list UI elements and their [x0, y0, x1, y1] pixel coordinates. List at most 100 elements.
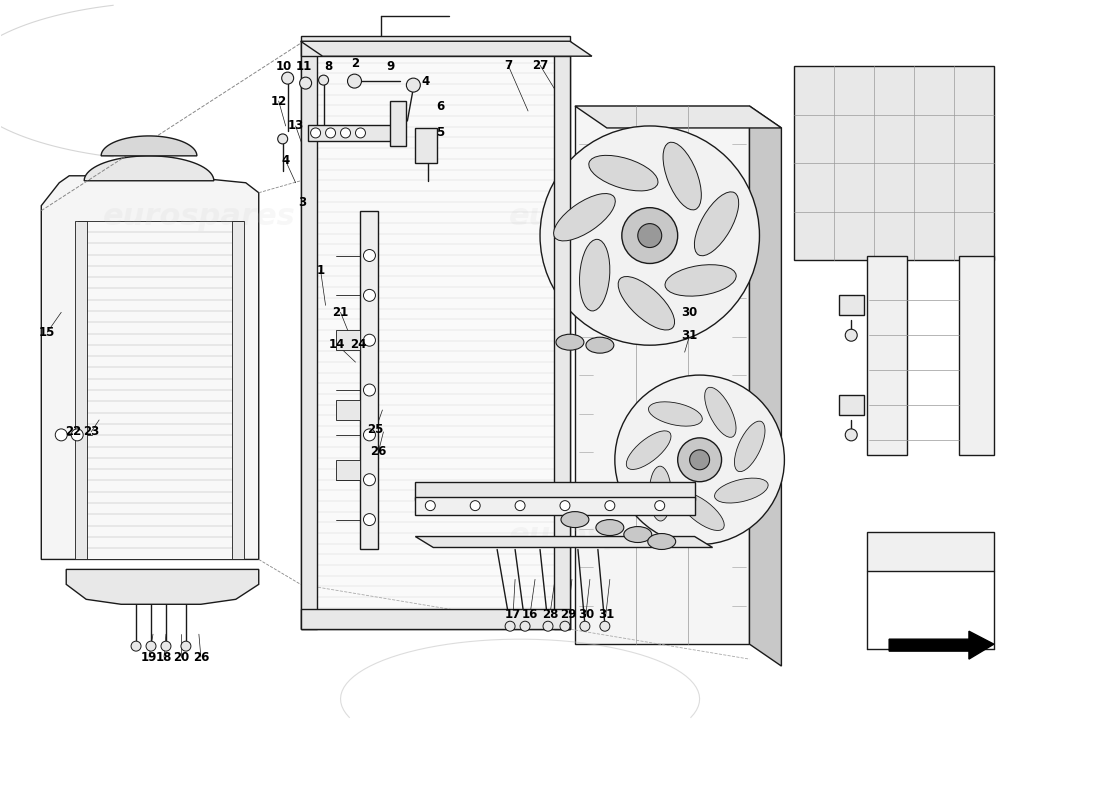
Text: 11: 11 [296, 60, 311, 73]
Circle shape [845, 429, 857, 441]
Text: 12: 12 [271, 94, 287, 107]
Text: 4: 4 [282, 154, 289, 167]
Circle shape [341, 128, 351, 138]
Circle shape [520, 622, 530, 631]
Ellipse shape [715, 478, 768, 503]
Bar [839, 395, 865, 415]
Bar [232, 221, 244, 559]
Polygon shape [85, 156, 213, 181]
Bar [794, 66, 994, 261]
Text: 30: 30 [578, 608, 594, 621]
Text: 24: 24 [350, 338, 366, 350]
Bar [416, 482, 694, 500]
Circle shape [363, 384, 375, 396]
Bar [336, 460, 361, 480]
Bar [75, 221, 87, 559]
Circle shape [326, 128, 336, 138]
Polygon shape [575, 106, 749, 644]
Text: 19: 19 [141, 650, 157, 664]
Circle shape [161, 641, 170, 651]
Circle shape [406, 78, 420, 92]
Circle shape [363, 250, 375, 262]
Polygon shape [300, 42, 570, 630]
Text: 22: 22 [65, 426, 81, 438]
Text: 10: 10 [275, 60, 292, 73]
Text: 1: 1 [317, 264, 324, 277]
Text: 26: 26 [192, 650, 209, 664]
Ellipse shape [588, 155, 658, 191]
Text: 23: 23 [82, 426, 99, 438]
Polygon shape [66, 570, 258, 604]
Circle shape [299, 77, 311, 89]
Text: 17: 17 [505, 608, 521, 621]
Circle shape [560, 501, 570, 510]
Ellipse shape [679, 493, 724, 530]
Bar [361, 210, 378, 550]
Ellipse shape [580, 239, 609, 311]
Circle shape [180, 641, 191, 651]
Ellipse shape [618, 277, 674, 330]
Ellipse shape [735, 421, 764, 472]
Text: 9: 9 [386, 60, 395, 73]
Bar [959, 255, 994, 455]
Circle shape [621, 208, 678, 263]
Bar [78, 221, 243, 559]
Circle shape [543, 622, 553, 631]
Text: 15: 15 [40, 326, 55, 338]
Text: eurospares: eurospares [508, 202, 701, 231]
Polygon shape [416, 537, 713, 547]
Circle shape [277, 134, 288, 144]
Circle shape [560, 622, 570, 631]
Bar [308, 125, 403, 141]
Circle shape [638, 224, 662, 247]
Text: 7: 7 [504, 58, 513, 72]
Ellipse shape [649, 402, 702, 426]
Text: 4: 4 [421, 74, 429, 88]
Polygon shape [42, 176, 258, 559]
Bar [867, 255, 908, 455]
Ellipse shape [649, 466, 671, 521]
Circle shape [363, 334, 375, 346]
Ellipse shape [694, 192, 739, 256]
Circle shape [55, 429, 67, 441]
Text: 30: 30 [682, 306, 697, 319]
Circle shape [310, 128, 320, 138]
Ellipse shape [624, 526, 651, 542]
Circle shape [72, 429, 84, 441]
Circle shape [470, 501, 481, 510]
Circle shape [580, 622, 590, 631]
Text: 31: 31 [682, 329, 697, 342]
Circle shape [515, 501, 525, 510]
Polygon shape [300, 42, 592, 56]
Polygon shape [749, 106, 781, 666]
Bar [416, 128, 438, 163]
Text: eurospares: eurospares [102, 202, 295, 231]
Bar [554, 42, 570, 630]
Circle shape [131, 641, 141, 651]
Circle shape [355, 128, 365, 138]
Circle shape [845, 330, 857, 342]
Circle shape [615, 375, 784, 545]
Circle shape [363, 514, 375, 526]
Text: 2: 2 [351, 57, 360, 70]
Bar [336, 330, 361, 350]
Circle shape [505, 622, 515, 631]
Bar [336, 400, 361, 420]
Ellipse shape [648, 534, 675, 550]
Ellipse shape [705, 387, 736, 438]
Text: 16: 16 [521, 608, 538, 621]
Text: eurospares: eurospares [508, 521, 701, 550]
Bar [300, 36, 570, 56]
Circle shape [146, 641, 156, 651]
Bar [300, 610, 570, 630]
Circle shape [426, 501, 436, 510]
Text: 27: 27 [532, 58, 548, 72]
Ellipse shape [553, 194, 615, 241]
Ellipse shape [596, 519, 624, 535]
Circle shape [690, 450, 710, 470]
Circle shape [678, 438, 722, 482]
Text: 28: 28 [542, 608, 558, 621]
Bar [390, 101, 406, 146]
Text: 18: 18 [156, 650, 173, 664]
Bar [867, 531, 994, 571]
